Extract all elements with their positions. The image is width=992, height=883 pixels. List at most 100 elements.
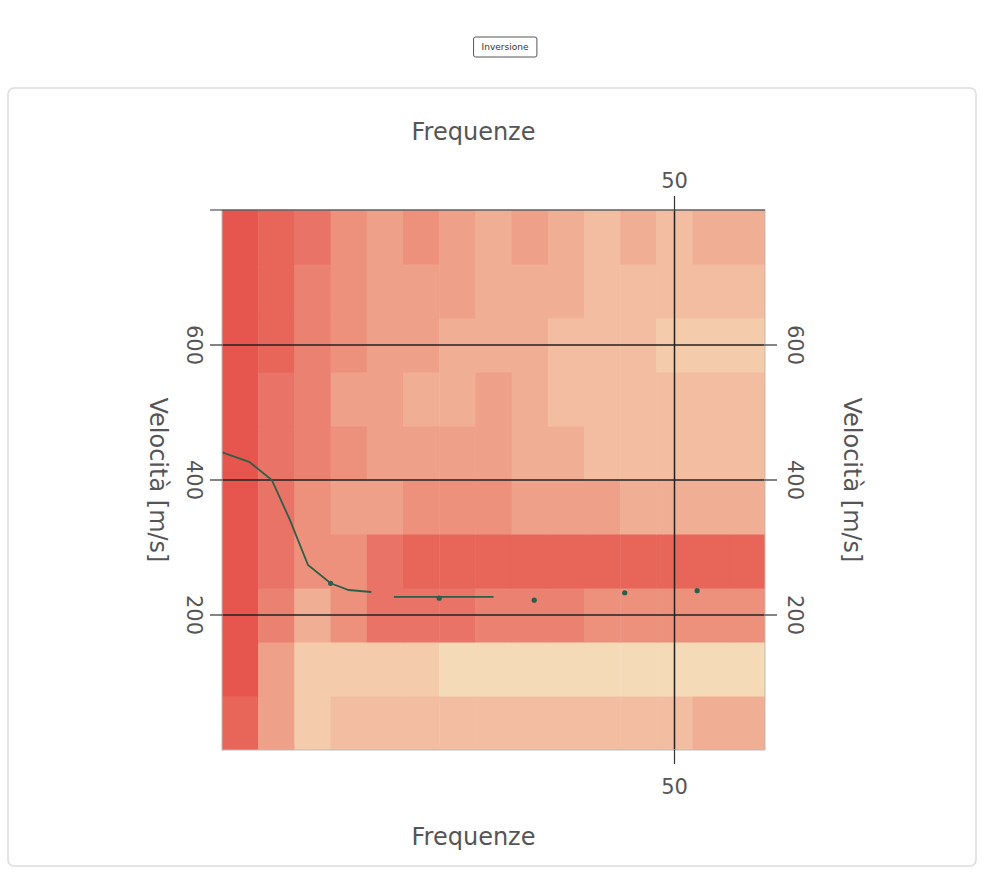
heatmap-cell xyxy=(439,264,476,319)
panel xyxy=(8,88,976,866)
heatmap-cell xyxy=(475,426,512,481)
heatmap-cell xyxy=(222,426,259,481)
tick-label: 600 xyxy=(783,325,807,365)
heatmap-cell xyxy=(584,264,621,319)
axis-line xyxy=(210,209,765,210)
heatmap-cell xyxy=(403,372,440,427)
heatmap-cell xyxy=(222,210,259,265)
heatmap-cell xyxy=(258,696,295,750)
heatmap-cell xyxy=(475,264,512,319)
tick-mark xyxy=(210,344,222,345)
heatmap-cell xyxy=(258,426,295,481)
heatmap-cell xyxy=(693,264,730,319)
heatmap-cell xyxy=(331,426,368,481)
heatmap-cell xyxy=(403,642,440,697)
heatmap-cell xyxy=(331,696,368,750)
heatmap-cell xyxy=(729,264,765,319)
heatmap-cell xyxy=(439,696,476,750)
tick-label: 600 xyxy=(182,325,206,365)
heatmap-cell xyxy=(620,534,657,589)
heatmap-cell xyxy=(222,264,259,319)
tick-label: 400 xyxy=(182,460,206,500)
heatmap-cell xyxy=(620,642,657,697)
heatmap-cell xyxy=(584,534,621,589)
heatmap-cell xyxy=(475,642,512,697)
dispersion-curve xyxy=(222,452,494,597)
heatmap-cell xyxy=(475,534,512,589)
heatmap-cell xyxy=(512,264,549,319)
plot-area xyxy=(222,210,765,750)
heatmap-cell xyxy=(548,372,585,427)
heatmap-cell xyxy=(403,264,440,319)
heatmap-cell xyxy=(729,696,765,750)
heatmap-cell xyxy=(439,426,476,481)
data-point xyxy=(622,590,627,595)
heatmap-cell xyxy=(693,372,730,427)
tick-mark xyxy=(765,614,777,615)
heatmap-cell xyxy=(729,480,765,535)
heatmap-cell xyxy=(548,264,585,319)
heatmap-cell xyxy=(331,480,368,535)
heatmap-cell xyxy=(403,696,440,750)
heatmap-cell xyxy=(367,426,404,481)
axis-title: Frequenze xyxy=(412,823,536,851)
heatmap-cell xyxy=(512,480,549,535)
tick-mark xyxy=(674,196,675,210)
heatmap-cell xyxy=(294,372,331,427)
heatmap-cell xyxy=(403,480,440,535)
heatmap-cell xyxy=(258,534,295,589)
data-point xyxy=(437,596,442,601)
heatmap-cell xyxy=(367,642,404,697)
heatmap-cell xyxy=(584,642,621,697)
heatmap-cell xyxy=(548,426,585,481)
heatmap-cell xyxy=(403,426,440,481)
heatmap-cell xyxy=(439,534,476,589)
heatmap-cell xyxy=(475,372,512,427)
heatmap-cell xyxy=(331,642,368,697)
heatmap-cell xyxy=(584,426,621,481)
heatmap-cell xyxy=(584,210,621,265)
button-label[interactable]: Inversione xyxy=(482,42,529,52)
axis-title: Velocità [m/s] xyxy=(144,398,172,563)
heatmap-cell xyxy=(403,210,440,265)
grid-line xyxy=(222,479,765,481)
heatmap-cell xyxy=(620,264,657,319)
heatmap-cell xyxy=(729,372,765,427)
button[interactable]: Inversione xyxy=(474,37,537,57)
heatmap-cell xyxy=(693,210,730,265)
heatmap-cell xyxy=(512,534,549,589)
heatmap-cell xyxy=(548,696,585,750)
heatmap-cell xyxy=(620,696,657,750)
heatmap-cell xyxy=(258,372,295,427)
tick-mark xyxy=(765,479,777,480)
tick-mark xyxy=(674,750,675,764)
heatmap-cell xyxy=(512,210,549,265)
grid-line xyxy=(222,614,765,616)
heatmap-cell xyxy=(693,696,730,750)
heatmap-cell xyxy=(222,480,259,535)
heatmap-cell xyxy=(331,534,368,589)
grid-line xyxy=(222,344,765,346)
heatmap-cell xyxy=(258,480,295,535)
tick-mark xyxy=(210,479,222,480)
heatmap-cell xyxy=(222,534,259,589)
button-frame[interactable] xyxy=(474,37,537,57)
heatmap-cell xyxy=(294,696,331,750)
axis-title: Frequenze xyxy=(412,118,536,146)
heatmap-cell xyxy=(729,642,765,697)
heatmap-cell xyxy=(512,426,549,481)
heatmap-cell xyxy=(294,264,331,319)
heatmap-cell xyxy=(584,480,621,535)
heatmap-cell xyxy=(693,534,730,589)
heatmap-cell xyxy=(475,210,512,265)
heatmap-cell xyxy=(439,372,476,427)
heatmap-cell xyxy=(258,642,295,697)
heatmap-cell xyxy=(620,480,657,535)
heatmap-cell xyxy=(584,372,621,427)
chart: Inversione5050200200400400600600Frequenz… xyxy=(0,0,992,883)
data-point xyxy=(532,598,537,603)
heatmap-cell xyxy=(258,264,295,319)
heatmap-cell xyxy=(294,426,331,481)
heatmap-cell xyxy=(294,642,331,697)
heatmap-cell xyxy=(403,534,440,589)
